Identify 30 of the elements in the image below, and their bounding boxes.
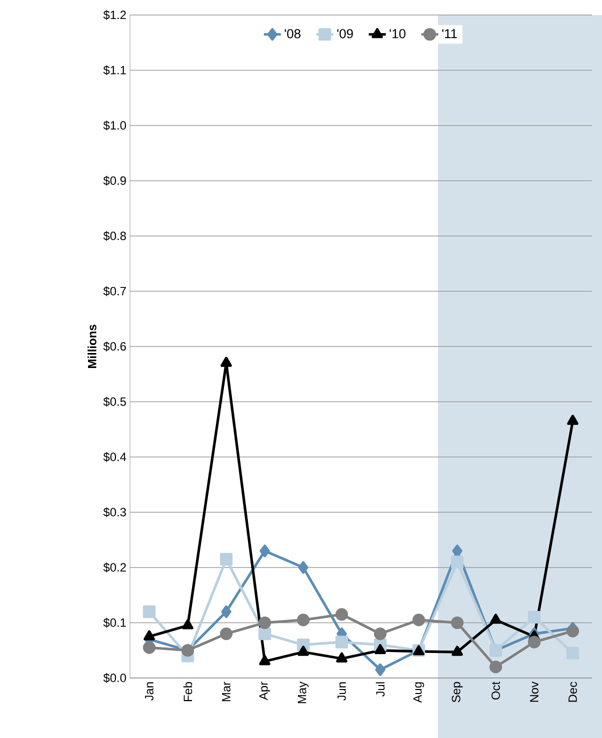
x-tick-label: Jan — [145, 682, 154, 701]
y-tick-label: $0.5 — [103, 396, 126, 407]
y-tick-label: $0.3 — [103, 507, 126, 518]
x-tick-label: Aug — [413, 682, 424, 703]
y-tick-label: $0.8 — [103, 231, 126, 241]
legend-label: '10 — [390, 29, 406, 38]
x-tick-label: Feb — [183, 682, 192, 702]
y-tick-label: $1.0 — [103, 120, 126, 130]
x-tick-label: Oct — [492, 682, 500, 700]
legend-label: '08 — [284, 29, 300, 38]
y-tick-label: $0.1 — [103, 618, 126, 628]
y-tick-label: $0.9 — [103, 176, 126, 186]
y-tick-label: $0.4 — [103, 452, 126, 462]
legend-label: '09 — [337, 29, 353, 38]
y-axis-title: Millions — [88, 324, 96, 368]
x-tick-label: Mar — [222, 682, 230, 702]
y-tick-label: $0.2 — [103, 562, 126, 572]
x-tick-label: Dec — [568, 682, 577, 702]
x-tick-label: Jun — [338, 682, 346, 701]
y-tick-label: $0.6 — [103, 342, 126, 352]
x-tick-label: Nov — [530, 682, 538, 702]
y-tick-label: $1.1 — [103, 65, 126, 76]
y-tick-label: $0.0 — [103, 673, 126, 683]
y-tick-label: $1.2 — [103, 10, 126, 20]
x-tick-label: Sep — [452, 682, 463, 702]
x-tick-label: May — [298, 682, 309, 704]
legend-label: '11 — [442, 29, 457, 38]
y-tick-label: $0.7 — [103, 286, 126, 296]
x-tick-label: Jul — [376, 682, 385, 697]
x-tick-label: Apr — [259, 682, 270, 700]
